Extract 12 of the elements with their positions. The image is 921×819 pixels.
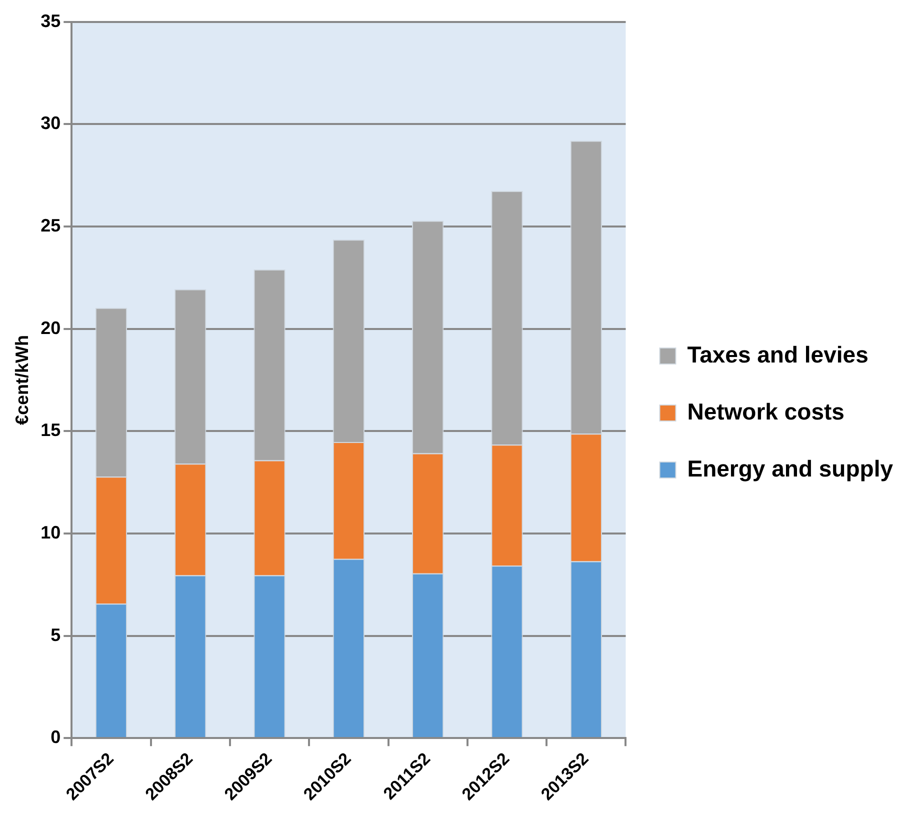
y-tick-label: 0 [50, 727, 61, 748]
legend-label: Taxes and levies [687, 341, 868, 368]
y-tick-label: 30 [40, 113, 61, 134]
legend-label: Energy and supply [687, 455, 894, 482]
y-tick-label: 10 [40, 522, 61, 542]
y-tick-label: 15 [40, 420, 61, 440]
y-tick-label: 5 [50, 624, 61, 645]
y-tick-label: 25 [40, 215, 61, 236]
y-tick-label: 20 [40, 318, 61, 338]
y-axis-title: €cent/kWh [12, 334, 32, 425]
legend-label: Network costs [687, 398, 844, 424]
y-tick-label: 35 [40, 10, 61, 31]
